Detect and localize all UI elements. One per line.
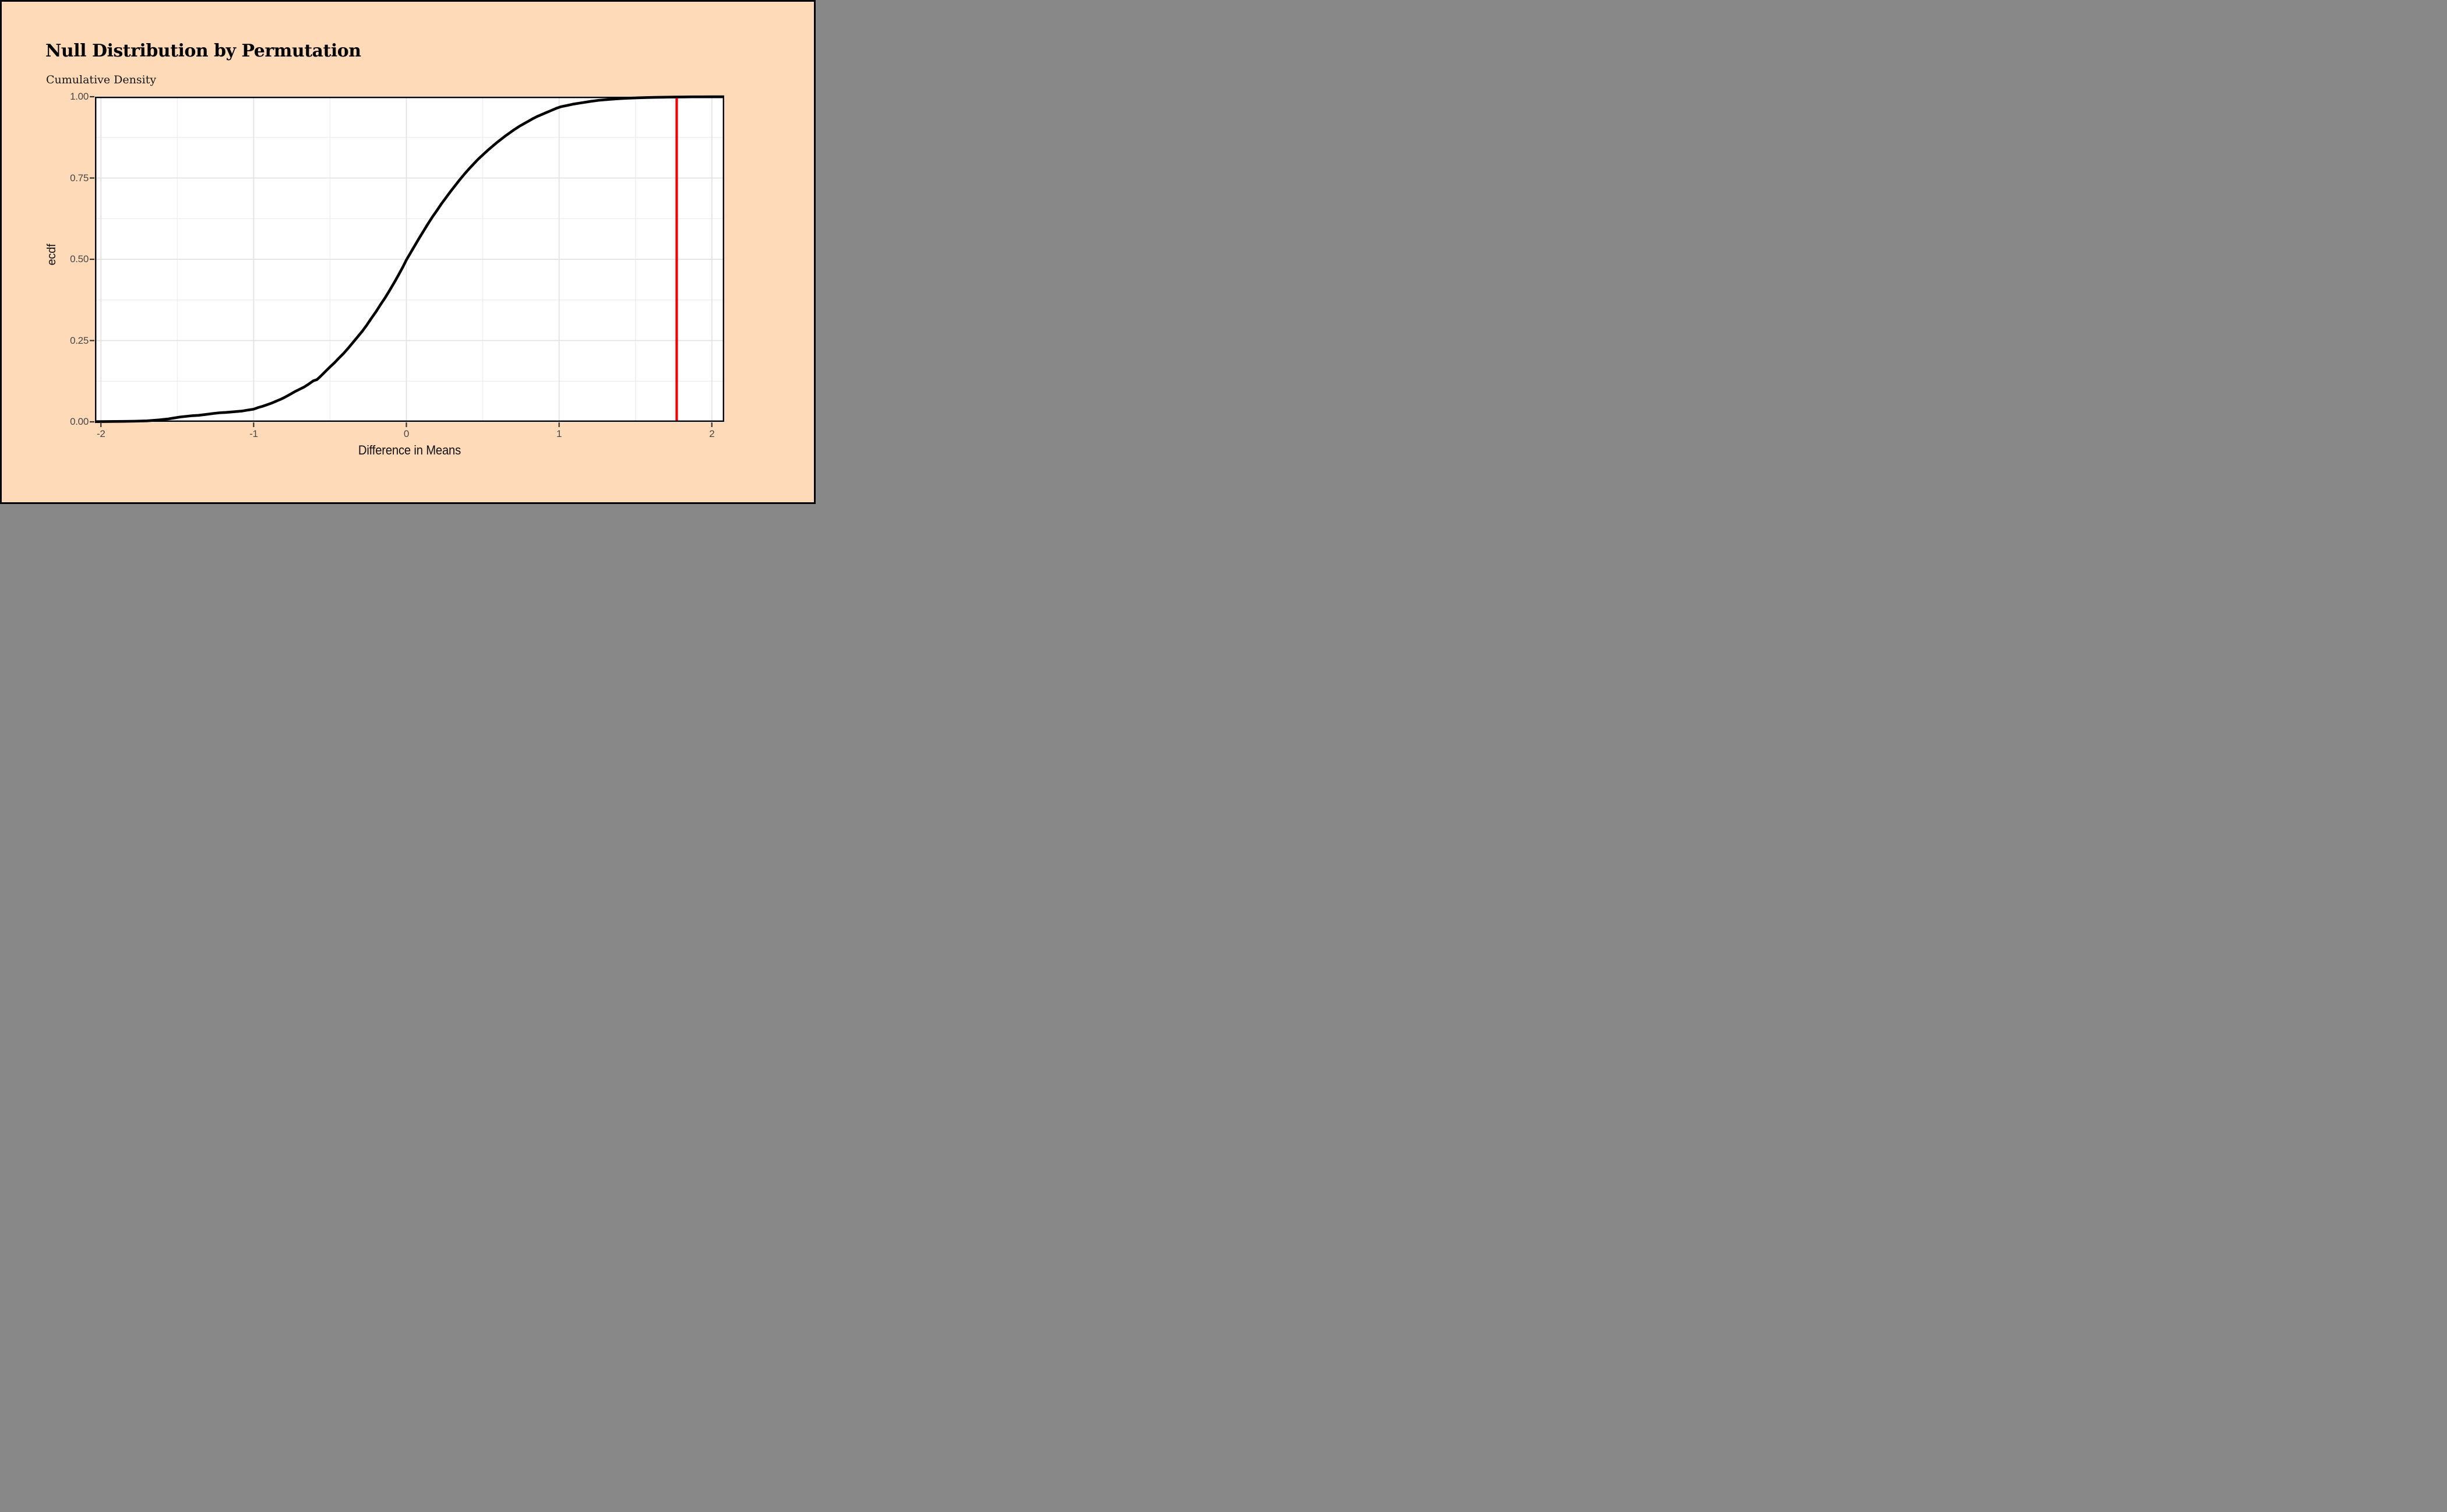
plot-canvas: Null Distribution by Permutation Cumulat… bbox=[0, 0, 816, 504]
y-tick-label: 0.00 bbox=[70, 416, 89, 427]
x-axis-title: Difference in Means bbox=[358, 443, 461, 457]
plot-panel bbox=[90, 95, 725, 427]
y-tick-label: 0.25 bbox=[70, 334, 89, 346]
y-tick-label: 1.00 bbox=[70, 91, 89, 102]
x-tick-label: -2 bbox=[96, 428, 105, 439]
x-tick-label: 1 bbox=[556, 428, 562, 439]
ecdf-curve bbox=[94, 95, 725, 424]
panel-border bbox=[95, 97, 724, 422]
x-tick-label: -1 bbox=[249, 428, 258, 439]
x-tick-label: 0 bbox=[403, 428, 410, 439]
y-tick-label: 0.75 bbox=[70, 172, 89, 184]
chart-subtitle: Cumulative Density bbox=[46, 73, 157, 86]
y-axis-title: ecdf bbox=[45, 244, 58, 266]
chart-title: Null Distribution by Permutation bbox=[45, 41, 361, 61]
x-tick-label: 2 bbox=[709, 428, 715, 439]
y-tick-label: 0.50 bbox=[70, 253, 89, 265]
